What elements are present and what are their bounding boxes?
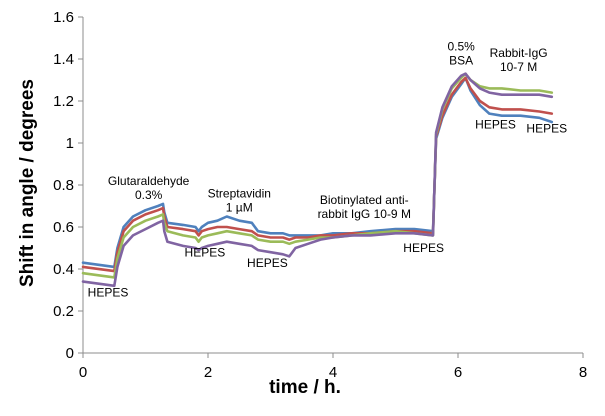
x-axis-ticks: 0 2 4 6 8 xyxy=(79,353,587,381)
y-tick-label: 0.6 xyxy=(53,219,74,236)
annotation-label: HEPES xyxy=(526,122,567,136)
annotation-label: Rabbit-IgG 10-7 M xyxy=(490,46,548,74)
annotation-line: HEPES xyxy=(475,117,516,131)
annotation-label: HEPES xyxy=(88,285,129,299)
series-line-4 xyxy=(81,72,554,288)
x-tick-label: 4 xyxy=(329,364,337,381)
series-line-2 xyxy=(81,76,554,273)
y-tick-label: 0.8 xyxy=(53,177,74,194)
annotation-line: Streptavidin xyxy=(208,187,271,201)
annotation-line: HEPES xyxy=(526,122,567,136)
annotation-line: HEPES xyxy=(247,256,288,270)
annotation-label: 0.5% BSA xyxy=(447,40,475,68)
annotation-label: HEPES xyxy=(185,245,226,259)
annotation-label: Streptavidin 1 µM xyxy=(208,187,271,215)
annotation-line: HEPES xyxy=(185,245,226,259)
x-tick-label: 2 xyxy=(204,364,212,381)
annotation-line: BSA xyxy=(449,54,473,68)
annotation-line: Biotinylated anti- xyxy=(320,193,409,207)
annotation-line: 0.5% xyxy=(447,40,475,54)
y-tick-label: 0.2 xyxy=(53,303,74,320)
y-tick-label: 1.4 xyxy=(53,51,74,68)
x-axis-title: time / h. xyxy=(269,377,341,398)
annotation-layer: HEPES Glutaraldehyde 0.3% HEPES Streptavidin… xyxy=(88,40,567,300)
annotation-line: 0.3% xyxy=(135,188,163,202)
annotation-line: rabbit IgG 10-9 M xyxy=(318,207,411,221)
y-tick-label: 1.6 xyxy=(53,9,74,26)
annotation-line: Rabbit-IgG xyxy=(490,46,548,60)
x-tick-label: 0 xyxy=(79,364,87,381)
annotation-label: HEPES xyxy=(475,117,516,131)
y-axis-ticks: 0 0.2 0.4 0.6 0.8 1 1.2 1.4 1.6 xyxy=(53,9,83,362)
annotation-label: Glutaraldehyde 0.3% xyxy=(108,174,190,202)
series-layer xyxy=(81,72,554,288)
annotation-label: Biotinylated anti-rabbit IgG 10-9 M xyxy=(318,193,411,221)
annotation-line: 1 µM xyxy=(226,201,253,215)
x-tick-label: 8 xyxy=(579,364,587,381)
annotation-label: HEPES xyxy=(403,241,444,255)
y-axis-title: Shift in angle / degrees xyxy=(17,79,38,287)
x-tick-label: 6 xyxy=(454,364,462,381)
y-tick-label: 1 xyxy=(66,135,74,152)
y-tick-label: 0 xyxy=(66,345,74,362)
y-tick-label: 1.2 xyxy=(53,93,74,110)
annotation-label: HEPES xyxy=(247,256,288,270)
annotation-line: HEPES xyxy=(88,285,129,299)
annotation-line: HEPES xyxy=(403,241,444,255)
annotation-line: Glutaraldehyde xyxy=(108,174,190,188)
y-tick-label: 0.4 xyxy=(53,261,74,278)
annotation-line: 10-7 M xyxy=(500,60,537,74)
